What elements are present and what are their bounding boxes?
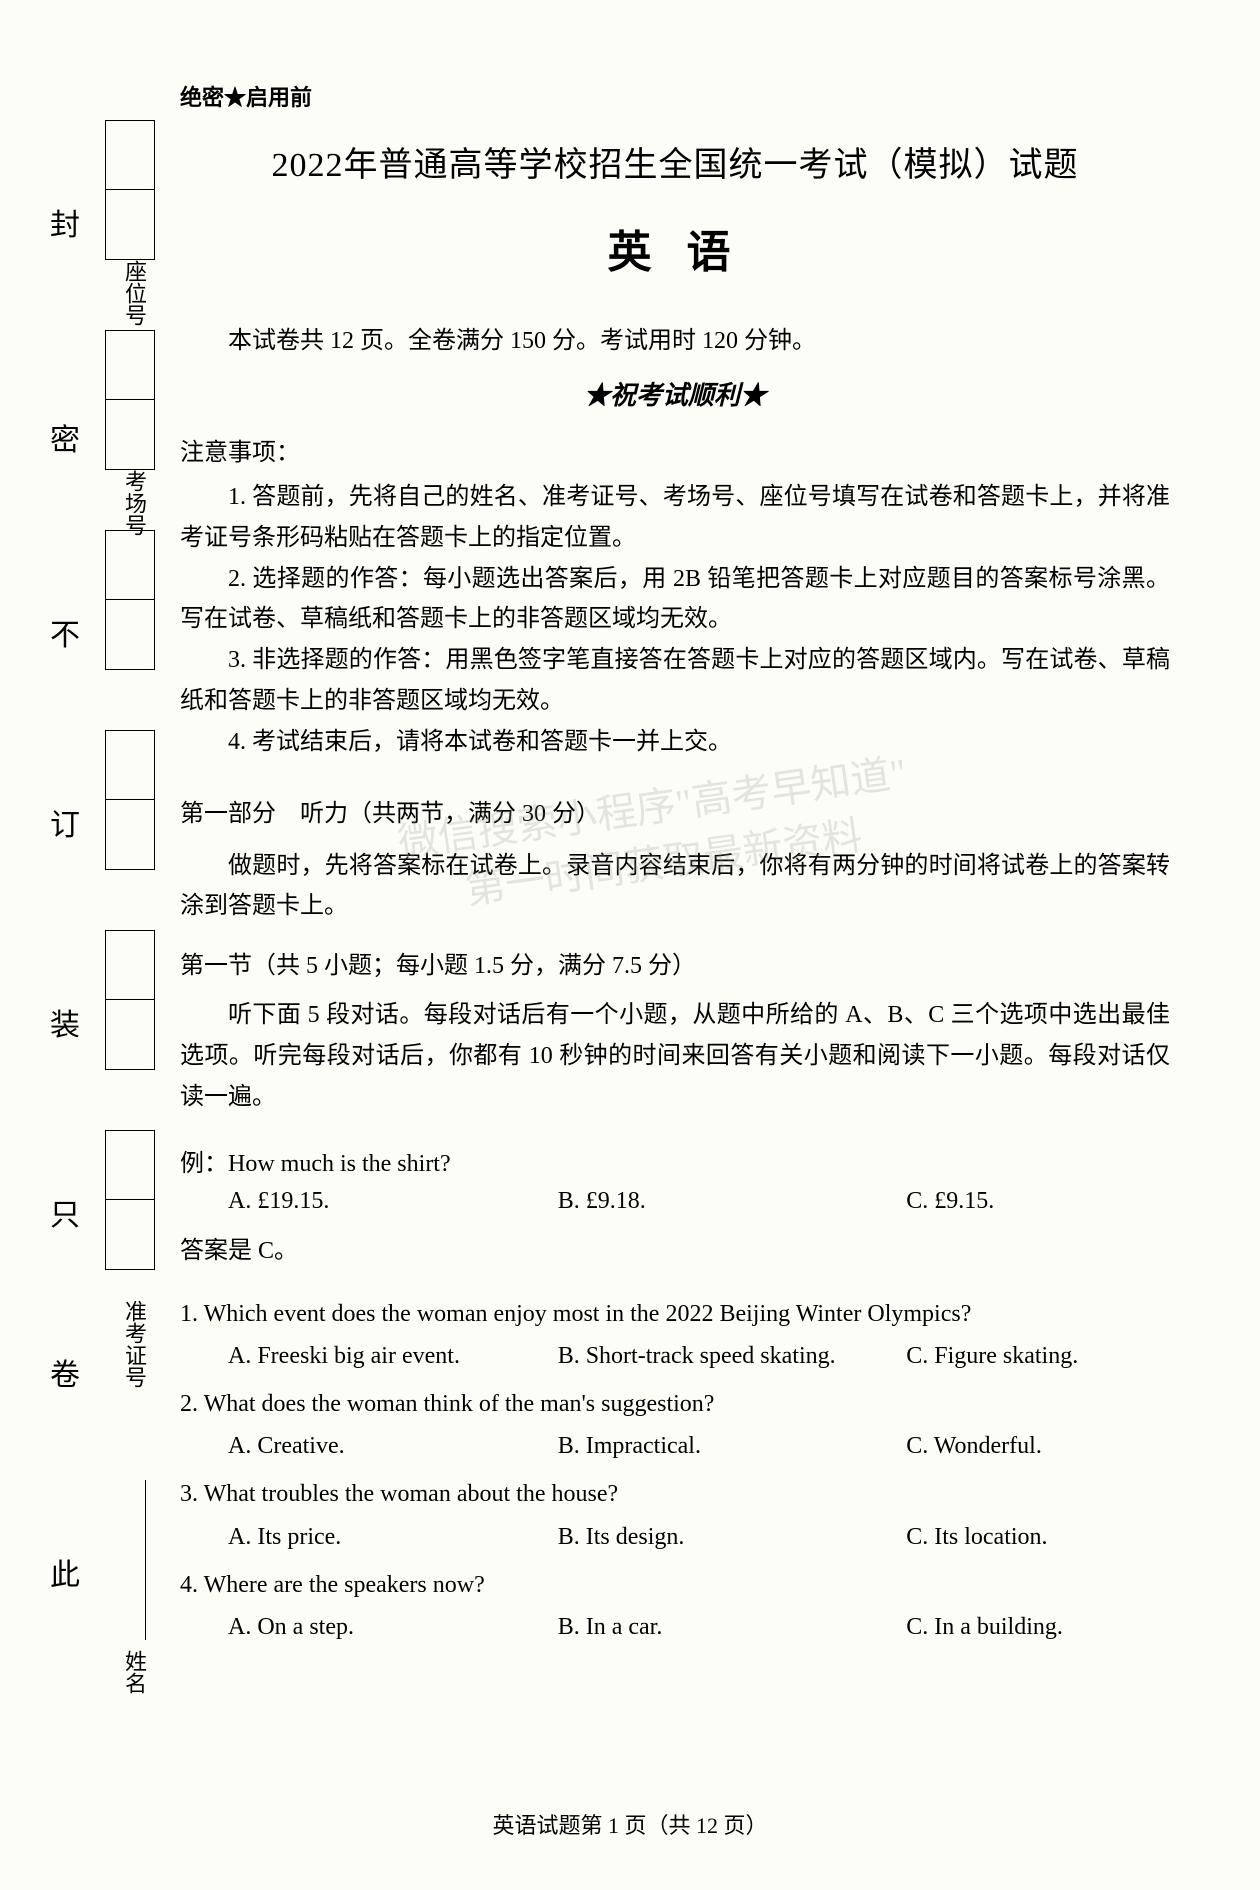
name-underline xyxy=(145,1480,146,1640)
q2-option-b: B. Impractical. xyxy=(558,1433,907,1460)
example-answer: 答案是 C。 xyxy=(180,1230,1170,1265)
wish-line: ★祝考试顺利★ xyxy=(180,375,1170,412)
question-2-options: A. Creative. B. Impractical. C. Wonderfu… xyxy=(180,1433,1170,1460)
q3-option-b: B. Its design. xyxy=(558,1524,907,1551)
section1-title: 第一节（共 5 小题；每小题 1.5 分，满分 7.5 分） xyxy=(180,945,1170,980)
margin-char: 卷 xyxy=(50,1350,80,1394)
q1-option-b: B. Short-track speed skating. xyxy=(558,1343,907,1370)
question-2: 2. What does the woman think of the man'… xyxy=(180,1385,1170,1423)
margin-char: 密 xyxy=(50,415,80,459)
q3-option-c: C. Its location. xyxy=(906,1524,1170,1551)
question-1-options: A. Freeski big air event. B. Short-track… xyxy=(180,1343,1170,1370)
seat-number-label: 座位号 xyxy=(118,260,150,326)
margin-boxes-3 xyxy=(105,530,155,670)
exam-room-label: 考场号 xyxy=(118,470,150,536)
content-area: 绝密★启用前 2022年普通高等学校招生全国统一考试（模拟）试题 英 语 本试卷… xyxy=(180,80,1170,1641)
part1-title: 第一部分 听力（共两节，满分 30 分） xyxy=(180,793,1170,828)
exam-room-boxes xyxy=(105,330,155,470)
notice-item-1: 1. 答题前，先将自己的姓名、准考证号、考场号、座位号填写在试卷和答题卡上，并将… xyxy=(180,477,1170,559)
question-4: 4. Where are the speakers now? xyxy=(180,1566,1170,1604)
margin-char: 此 xyxy=(50,1550,80,1594)
margin-char: 不 xyxy=(50,610,80,654)
q4-option-c: C. In a building. xyxy=(906,1614,1170,1641)
q2-option-a: A. Creative. xyxy=(228,1433,558,1460)
notice-item-2: 2. 选择题的作答：每小题选出答案后，用 2B 铅笔把答题卡上对应题目的答案标号… xyxy=(180,559,1170,641)
question-4-options: A. On a step. B. In a car. C. In a build… xyxy=(180,1614,1170,1641)
question-3-options: A. Its price. B. Its design. C. Its loca… xyxy=(180,1524,1170,1551)
q2-option-c: C. Wonderful. xyxy=(906,1433,1170,1460)
margin-char: 只 xyxy=(50,1190,80,1234)
margin-char: 订 xyxy=(50,800,80,844)
exam-info: 本试卷共 12 页。全卷满分 150 分。考试用时 120 分钟。 xyxy=(180,320,1170,355)
notice-item-4: 4. 考试结束后，请将本试卷和答题卡一并上交。 xyxy=(180,722,1170,763)
question-1: 1. Which event does the woman enjoy most… xyxy=(180,1295,1170,1333)
margin-boxes-4 xyxy=(105,730,155,870)
example-question: 例：How much is the shirt? xyxy=(180,1143,1170,1178)
section1-intro: 听下面 5 段对话。每段对话后有一个小题，从题中所给的 A、B、C 三个选项中选… xyxy=(180,995,1170,1117)
subject-title: 英 语 xyxy=(180,216,1170,280)
question-3: 3. What troubles the woman about the hou… xyxy=(180,1475,1170,1513)
exam-title: 2022年普通高等学校招生全国统一考试（模拟）试题 xyxy=(180,137,1170,186)
seat-number-boxes xyxy=(105,120,155,260)
margin-boxes-5 xyxy=(105,930,155,1070)
example-option-b: B. £9.18. xyxy=(558,1188,907,1215)
secret-label: 绝密★启用前 xyxy=(180,80,1170,112)
q4-option-a: A. On a step. xyxy=(228,1614,558,1641)
example-option-c: C. £9.15. xyxy=(906,1188,1170,1215)
page-footer: 英语试题第 1 页（共 12 页） xyxy=(0,1808,1260,1840)
margin-boxes-6 xyxy=(105,1130,155,1270)
admission-number-label: 准考证号 xyxy=(118,1300,150,1388)
binding-margin: 封 密 不 订 装 只 卷 此 座位号 考场号 准考证号 姓名 xyxy=(50,110,150,1710)
margin-char: 封 xyxy=(50,200,80,244)
q3-option-a: A. Its price. xyxy=(228,1524,558,1551)
part1-intro: 做题时，先将答案标在试卷上。录音内容结束后，你将有两分钟的时间将试卷上的答案转涂… xyxy=(180,846,1170,928)
name-label: 姓名 xyxy=(118,1650,150,1694)
q1-option-a: A. Freeski big air event. xyxy=(228,1343,558,1370)
q4-option-b: B. In a car. xyxy=(558,1614,907,1641)
exam-page: 封 密 不 订 装 只 卷 此 座位号 考场号 准考证号 姓名 xyxy=(0,0,1260,1890)
example-options: A. £19.15. B. £9.18. C. £9.15. xyxy=(180,1188,1170,1215)
notice-item-3: 3. 非选择题的作答：用黑色签字笔直接答在答题卡上对应的答题区域内。写在试卷、草… xyxy=(180,640,1170,722)
q1-option-c: C. Figure skating. xyxy=(906,1343,1170,1370)
margin-char: 装 xyxy=(50,1000,80,1044)
notice-title: 注意事项： xyxy=(180,432,1170,467)
example-option-a: A. £19.15. xyxy=(228,1188,558,1215)
